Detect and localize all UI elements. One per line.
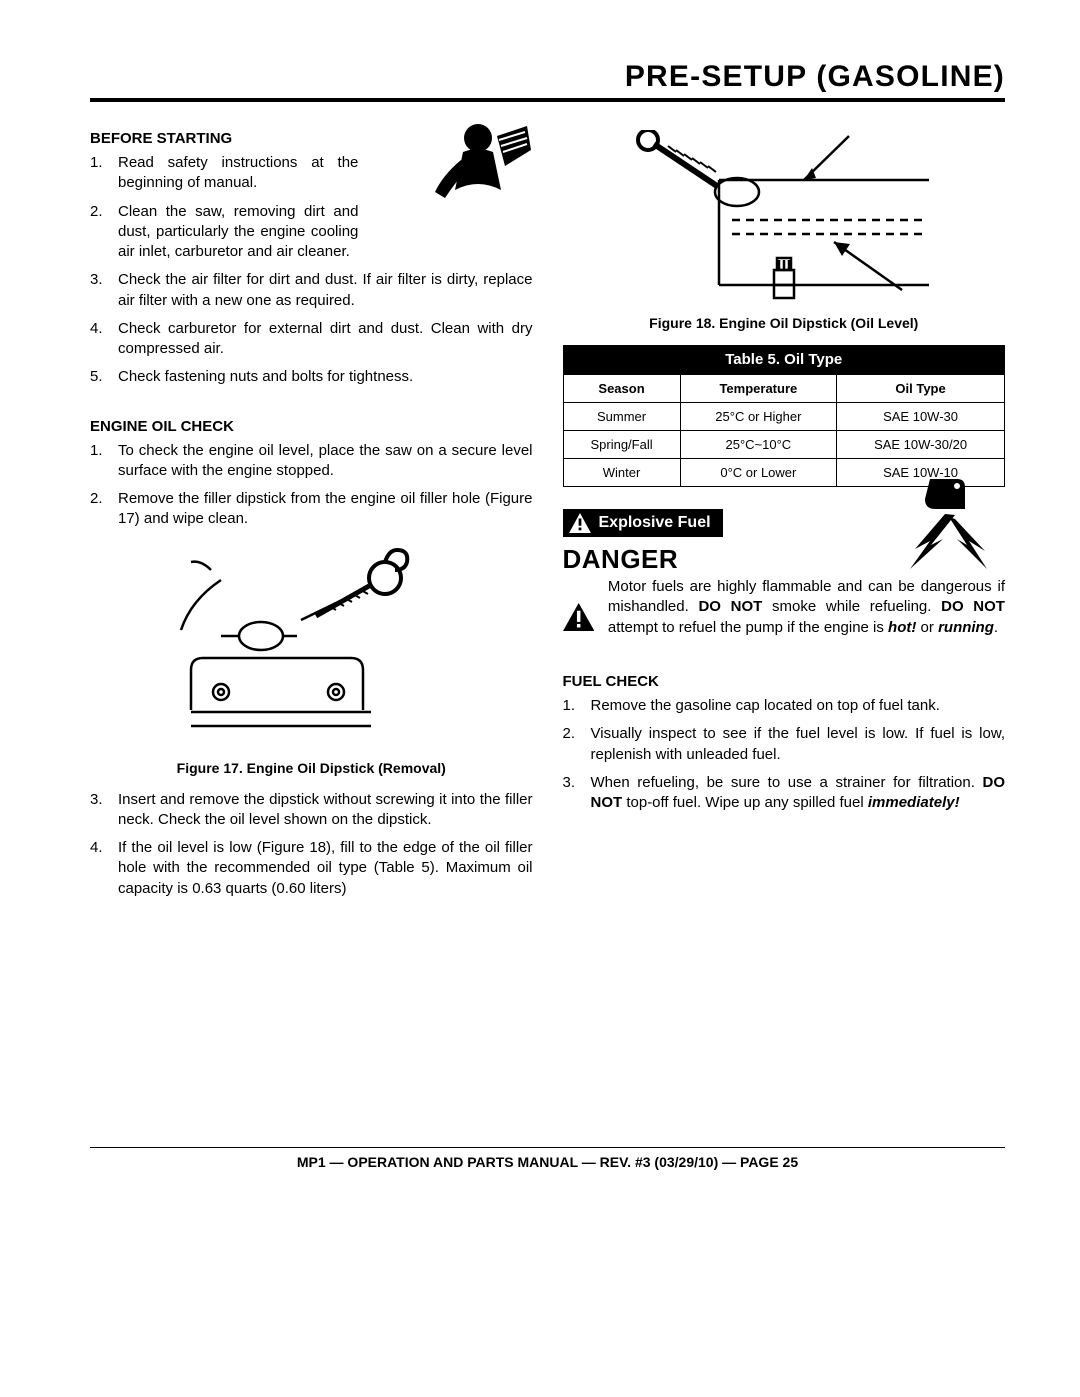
left-column: BEFORE STARTING Read safety instructions… [90, 120, 533, 907]
fuel-check-list: Remove the gasoline cap located on top o… [563, 696, 1006, 813]
warning-icon [569, 513, 591, 533]
title-block: PRE-SETUP (GASOLINE) [90, 60, 1005, 94]
oil-type-table: Table 5. Oil Type Season Temperature Oil… [563, 345, 1006, 487]
badge-label: Explosive Fuel [599, 514, 711, 532]
table-row: Summer 25°C or Higher SAE 10W-30 [563, 403, 1005, 431]
before-starting-list: Read safety instructions at the beginnin… [90, 153, 533, 388]
table-col-header: Oil Type [837, 375, 1005, 403]
danger-block: Motor fuels are highly flammable and can… [563, 577, 1006, 657]
list-item: Check the air filter for dirt and dust. … [90, 270, 533, 311]
footer-rule [90, 1147, 1005, 1148]
list-item: Clean the saw, removing dirt and dust, p… [90, 202, 533, 263]
list-item: Check fastening nuts and bolts for tight… [90, 367, 533, 387]
explosive-fuel-badge: Explosive Fuel [563, 509, 723, 537]
table-col-header: Temperature [680, 375, 837, 403]
table-row: Spring/Fall 25°C~10°C SAE 10W-30/20 [563, 431, 1005, 459]
figure-17-caption: Figure 17. Engine Oil Dipstick (Removal) [90, 760, 533, 776]
list-item: To check the engine oil level, place the… [90, 441, 533, 482]
list-item: Read safety instructions at the beginnin… [90, 153, 533, 194]
danger-text: Motor fuels are highly flammable and can… [608, 577, 1005, 657]
title-rule [90, 98, 1005, 102]
table-title: Table 5. Oil Type [563, 345, 1005, 375]
page-title: PRE-SETUP (GASOLINE) [90, 60, 1005, 94]
list-item: Remove the gasoline cap located on top o… [563, 696, 1006, 716]
figure-17 [90, 540, 533, 750]
right-column: Figure 18. Engine Oil Dipstick (Oil Leve… [563, 120, 1006, 907]
engine-oil-list-2: Insert and remove the dipstick without s… [90, 790, 533, 899]
page: PRE-SETUP (GASOLINE) BEFORE STARTING Rea… [0, 0, 1080, 1210]
figure-18 [563, 130, 1006, 305]
list-item: Visually inspect to see if the fuel leve… [563, 724, 1006, 765]
page-footer: MP1 — OPERATION AND PARTS MANUAL — REV. … [90, 1154, 1005, 1170]
warning-triangle-icon [563, 577, 594, 657]
table-col-header: Season [563, 375, 680, 403]
figure-18-caption: Figure 18. Engine Oil Dipstick (Oil Leve… [563, 315, 1006, 331]
list-item: Insert and remove the dipstick without s… [90, 790, 533, 831]
content-columns: BEFORE STARTING Read safety instructions… [90, 120, 1005, 907]
engine-oil-heading: ENGINE OIL CHECK [90, 418, 533, 435]
fuel-check-heading: FUEL CHECK [563, 673, 1006, 690]
list-item: Check carburetor for external dirt and d… [90, 319, 533, 360]
engine-oil-list-1: To check the engine oil level, place the… [90, 441, 533, 530]
list-item: When refueling, be sure to use a straine… [563, 773, 1006, 814]
spark-icon [895, 479, 995, 574]
list-item: Remove the filler dipstick from the engi… [90, 489, 533, 530]
list-item: If the oil level is low (Figure 18), fil… [90, 838, 533, 899]
